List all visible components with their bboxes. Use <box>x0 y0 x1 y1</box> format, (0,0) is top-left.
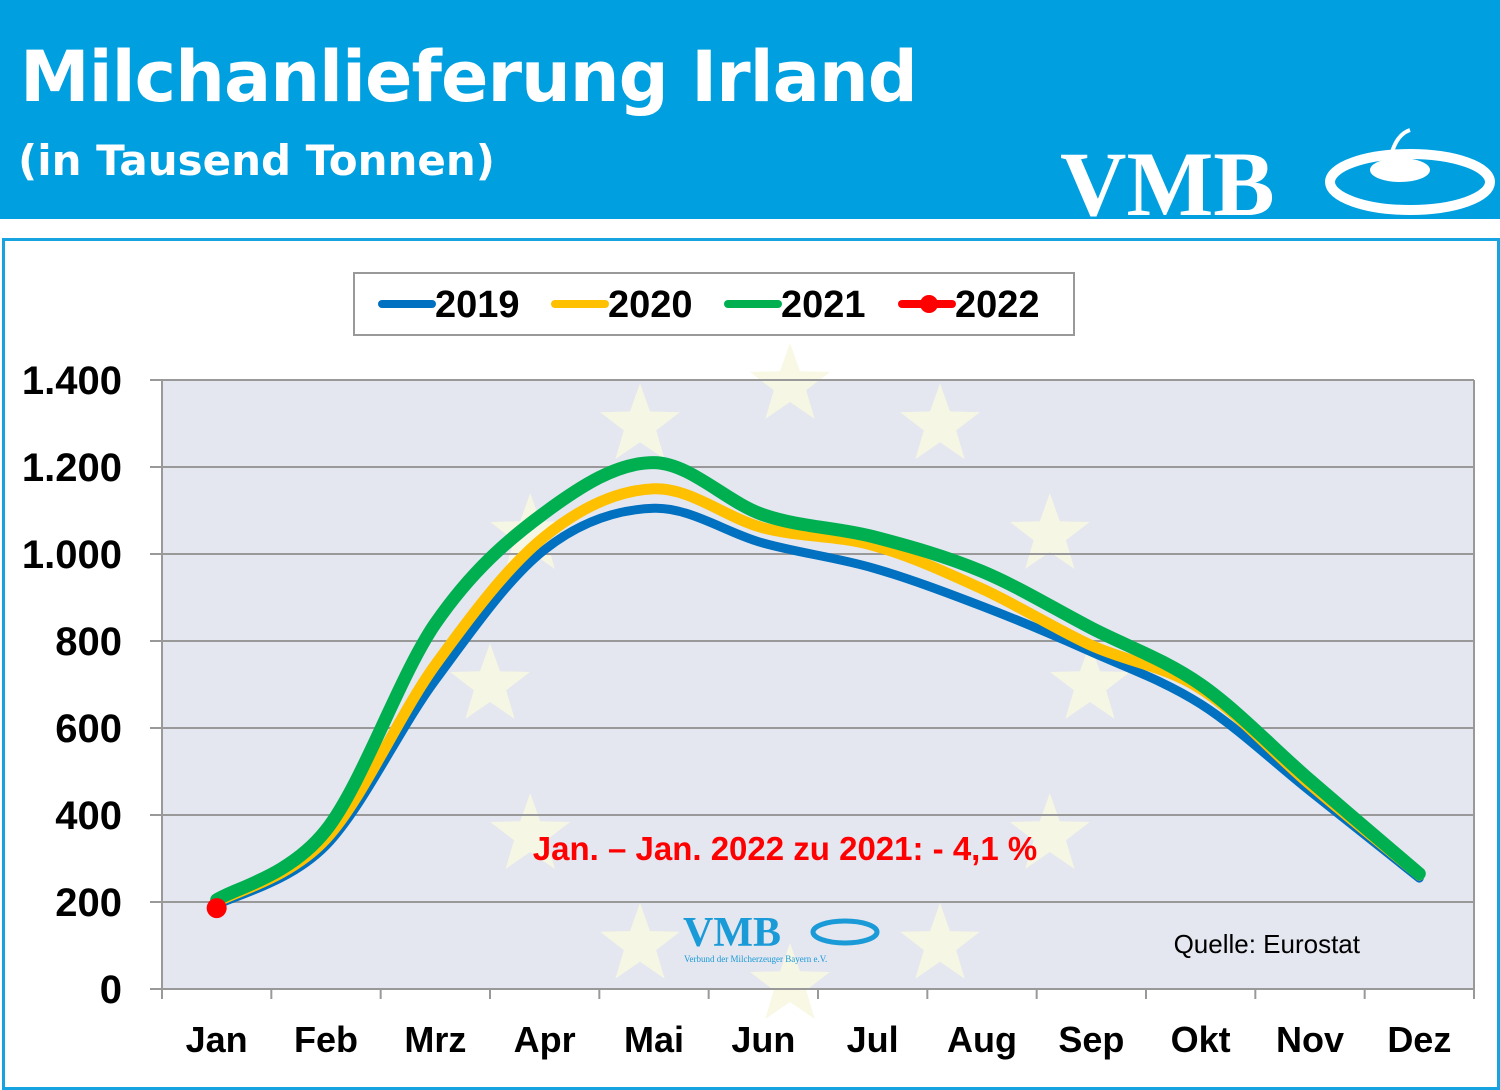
y-tick-label: 1.200 <box>22 446 122 490</box>
y-tick-label: 400 <box>55 794 122 838</box>
y-tick-label: 1.400 <box>22 359 122 403</box>
legend: 2019 2020 2021 2022 <box>353 272 1075 336</box>
series-line-2021 <box>210 456 1426 907</box>
star-icon <box>1009 793 1090 869</box>
page-subtitle: (in Tausend Tonnen) <box>18 136 495 185</box>
svg-text:Verbund der Milcherzeuger Baye: Verbund der Milcherzeuger Bayern e.V. <box>684 954 827 964</box>
y-tick-label: 600 <box>55 707 122 751</box>
x-tick-label: Nov <box>1276 1019 1344 1060</box>
x-tick-label: Sep <box>1058 1019 1124 1060</box>
x-tick-label: Apr <box>514 1019 576 1060</box>
star-icon <box>1009 493 1090 569</box>
legend-marker-2022 <box>920 295 938 313</box>
x-tick-label: Aug <box>947 1019 1017 1060</box>
y-tick-label: 800 <box>55 620 122 664</box>
star-icon <box>1050 643 1130 719</box>
star-icon <box>900 902 980 979</box>
x-tick-label: Feb <box>294 1019 358 1060</box>
x-tick-label: Okt <box>1171 1019 1231 1060</box>
star-icon <box>490 793 571 869</box>
y-tick-label: 200 <box>55 881 122 925</box>
plot-area <box>162 380 1474 989</box>
x-tick-label: Dez <box>1387 1019 1451 1060</box>
legend-label-2020: 2020 <box>608 284 693 326</box>
x-tick-label: Mrz <box>404 1019 466 1060</box>
annotation: Jan. – Jan. 2022 zu 2021: - 4,1 % <box>533 830 1037 867</box>
page-title: Milchanlieferung Irland <box>20 36 918 118</box>
header: Milchanlieferung Irland (in Tausend Tonn… <box>0 0 1500 220</box>
y-tick-label: 1.000 <box>22 533 122 577</box>
svg-text:VMB: VMB <box>1060 133 1275 220</box>
x-tick-label: Mai <box>624 1019 684 1060</box>
star-icon <box>450 643 530 719</box>
x-tick-label: Jan <box>186 1019 248 1060</box>
series-line-2019 <box>212 503 1424 910</box>
star-icon <box>900 383 980 460</box>
vmb-watermark-logo: VMB Verbund der Milcherzeuger Bayern e.V… <box>683 910 880 964</box>
star-icon <box>600 383 680 460</box>
data-point-2022 <box>206 898 227 919</box>
x-tick-label: Jun <box>731 1019 795 1060</box>
legend-label-2019: 2019 <box>435 284 520 326</box>
vmb-logo: VMB <box>1060 128 1495 220</box>
y-tick-label: 0 <box>100 968 122 1012</box>
legend-label-2021: 2021 <box>781 284 866 326</box>
source-label: Quelle: Eurostat <box>1174 929 1361 959</box>
x-tick-label: Jul <box>847 1019 899 1060</box>
svg-text:VMB: VMB <box>683 910 781 956</box>
star-icon <box>600 902 680 979</box>
legend-label-2022: 2022 <box>955 284 1040 326</box>
chart-frame <box>2 238 1500 1090</box>
star-icon <box>750 943 830 1019</box>
